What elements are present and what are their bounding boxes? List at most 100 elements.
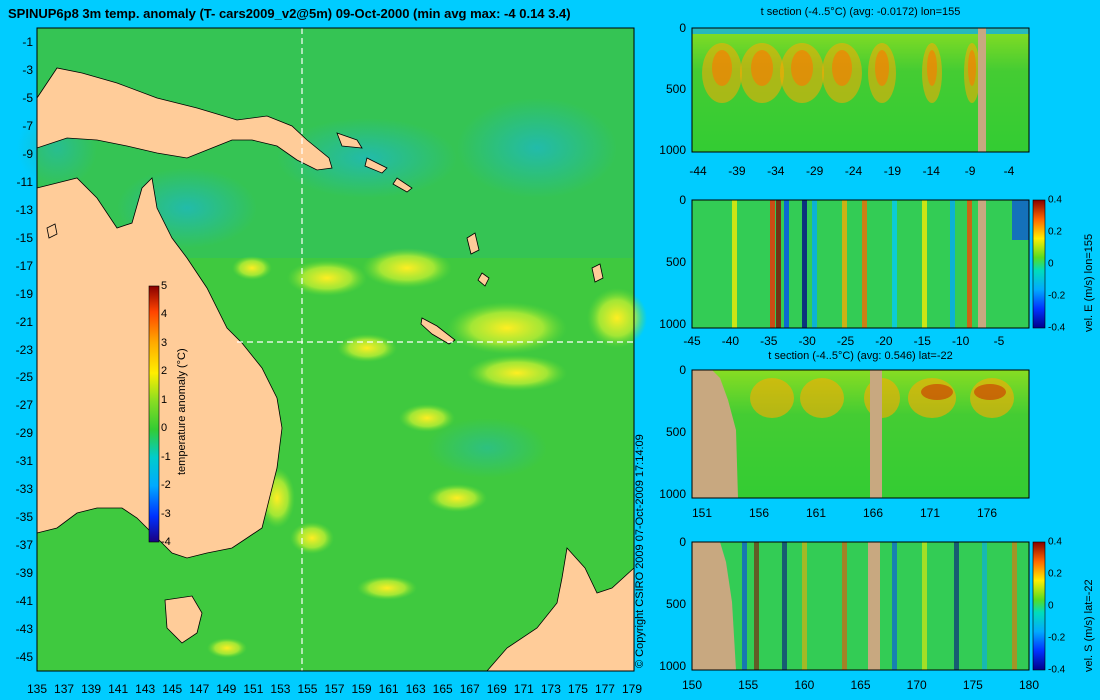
x-tick-label: 153 (270, 682, 291, 696)
x-tick-label: -25 (836, 334, 855, 348)
warm-anomaly-patches (207, 248, 647, 658)
velocity-band (782, 542, 787, 670)
warm-core (921, 384, 953, 400)
velocity-band (967, 200, 972, 328)
warm-core (974, 384, 1006, 400)
x-tick-label: 151 (691, 506, 713, 520)
x-tick-label: 167 (459, 682, 480, 696)
x-tick-label: 160 (794, 678, 815, 692)
colorbar-tick-label: 1 (161, 393, 168, 406)
colorbar-tick-label: 2 (161, 365, 168, 378)
y-tick-label: -13 (15, 202, 33, 217)
x-tick-label: 175 (567, 682, 588, 696)
section-land (978, 28, 986, 152)
y-tick-label: -45 (15, 650, 33, 664)
x-tick-label: 173 (540, 682, 561, 696)
x-tick-label: 179 (621, 682, 643, 696)
y-tick-label: -21 (15, 314, 33, 329)
velocity-band (954, 542, 959, 670)
warm-core (927, 50, 937, 86)
velocity-band (754, 542, 759, 670)
y-tick-label: -17 (15, 258, 33, 273)
panel4-colorbar (1032, 541, 1046, 671)
map-colorbar (148, 285, 160, 543)
panel1-plot (691, 27, 1030, 153)
colorbar-tick-label: -0.2 (1048, 632, 1066, 644)
x-tick-label: 176 (976, 506, 998, 520)
tasmania (164, 595, 203, 644)
y-tick-label: -23 (15, 342, 33, 357)
y-tick-label: -35 (15, 510, 33, 525)
velocity-band (950, 200, 955, 328)
velocity-band (1012, 200, 1029, 240)
velocity-band (802, 542, 807, 670)
velocity-band (982, 542, 987, 670)
section-land (692, 542, 736, 670)
y-tick-label: -1 (22, 35, 33, 49)
velocity-band (842, 200, 847, 328)
x-tick-label: -40 (721, 334, 740, 348)
x-tick-label: 171 (919, 506, 941, 520)
colorbar-tick-label: 0.2 (1048, 226, 1062, 238)
x-tick-label: 139 (81, 682, 102, 696)
x-tick-label: 143 (135, 682, 156, 696)
colorbar-tick-label: 5 (161, 280, 168, 292)
y-tick-label: -33 (15, 482, 33, 497)
velocity-band (732, 200, 737, 328)
map-y-axis: -1 -3 -5 -7 -9 -11 -13 -15 -17 -19 -21 -23 -25 -27 -29… (0, 28, 33, 671)
y-tick-label: 1000 (659, 487, 686, 501)
colorbar-tick-label: -4 (161, 536, 171, 548)
y-tick-label: 1000 (659, 317, 686, 331)
x-tick-label: 161 (805, 506, 827, 520)
y-tick-label: 0 (679, 193, 686, 207)
y-tick-label: -29 (15, 426, 33, 441)
y-tick-label: -39 (15, 566, 33, 581)
y-tick-label: -3 (22, 62, 33, 77)
section-land (978, 200, 986, 328)
colorbar-tick-label: 4 (161, 308, 168, 321)
x-tick-label: -5 (993, 334, 1005, 348)
colorbar-tick-label: 0.2 (1048, 568, 1062, 580)
surface-cool-band (692, 28, 1029, 34)
velocity-band (742, 542, 747, 670)
section-land (692, 370, 738, 498)
y-tick-label: -41 (15, 594, 33, 609)
x-tick-label: -24 (844, 164, 863, 178)
warm-core (750, 378, 794, 418)
colorbar-tick-label: 3 (161, 336, 168, 349)
velocity-band (776, 200, 781, 328)
y-tick-label: 0 (679, 535, 686, 549)
y-tick-label: -31 (15, 454, 33, 469)
land-masses (36, 67, 635, 672)
map-x-axis: 135 137 139 141 143 145 147 149 151 153 155 157 159 1… (0, 682, 643, 698)
x-tick-label: 166 (862, 506, 884, 520)
x-tick-label: -4 (1003, 164, 1015, 178)
x-tick-label: -15 (913, 334, 931, 348)
new-guinea (36, 67, 333, 171)
x-tick-label: 135 (26, 682, 48, 696)
map-colorbar-ticks: 5 4 3 2 1 0 -1 -2 -3 -4 (159, 280, 179, 548)
x-tick-label: 157 (324, 682, 345, 696)
colorbar-tick-label: 0 (1048, 600, 1054, 612)
map-colorbar-label: temperature anomaly (°C) (176, 348, 188, 475)
x-tick-label: 149 (216, 682, 237, 696)
colorbar-tick-label: 0.4 (1048, 194, 1062, 206)
map-plot (17, 27, 647, 672)
y-tick-label: 0 (679, 21, 686, 35)
x-tick-label: 170 (906, 678, 927, 692)
warm-core (751, 50, 773, 86)
velocity-band (770, 200, 775, 328)
y-tick-label: 500 (665, 82, 686, 96)
x-tick-label: 165 (850, 678, 871, 692)
colorbar-tick-label: 0.4 (1048, 536, 1062, 548)
colorbar-tick-label: -2 (161, 479, 171, 492)
warm-core (712, 50, 732, 86)
x-tick-label: 165 (432, 682, 453, 696)
panel2-colorbar-label: vel. E (m/s) lon=155 (1083, 233, 1095, 332)
y-tick-label: -7 (22, 118, 33, 133)
y-tick-label: -25 (15, 370, 33, 385)
x-tick-label: 169 (486, 682, 507, 696)
y-tick-label: 500 (665, 425, 686, 439)
velocity-band (862, 200, 867, 328)
panel2-x-axis: -45 -40 -35 -30 -25 -20 -15 -10 -5 (683, 334, 1029, 350)
